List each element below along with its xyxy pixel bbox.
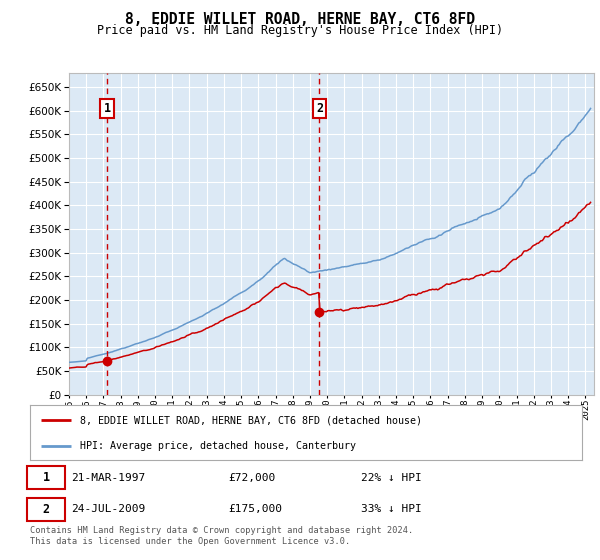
Text: 22% ↓ HPI: 22% ↓ HPI [361,473,422,483]
Text: Contains HM Land Registry data © Crown copyright and database right 2024.
This d: Contains HM Land Registry data © Crown c… [30,526,413,546]
Text: 8, EDDIE WILLET ROAD, HERNE BAY, CT6 8FD (detached house): 8, EDDIE WILLET ROAD, HERNE BAY, CT6 8FD… [80,416,422,425]
Text: 1: 1 [104,102,111,115]
Text: HPI: Average price, detached house, Canterbury: HPI: Average price, detached house, Cant… [80,441,356,450]
Text: 21-MAR-1997: 21-MAR-1997 [71,473,146,483]
Text: 2: 2 [316,102,323,115]
FancyBboxPatch shape [27,466,65,489]
Text: 2: 2 [43,502,50,516]
Text: 8, EDDIE WILLET ROAD, HERNE BAY, CT6 8FD: 8, EDDIE WILLET ROAD, HERNE BAY, CT6 8FD [125,12,475,27]
Text: Price paid vs. HM Land Registry's House Price Index (HPI): Price paid vs. HM Land Registry's House … [97,24,503,37]
Text: 1: 1 [43,471,50,484]
Text: £72,000: £72,000 [229,473,276,483]
Text: 24-JUL-2009: 24-JUL-2009 [71,504,146,514]
Text: £175,000: £175,000 [229,504,283,514]
FancyBboxPatch shape [27,498,65,521]
Text: 33% ↓ HPI: 33% ↓ HPI [361,504,422,514]
